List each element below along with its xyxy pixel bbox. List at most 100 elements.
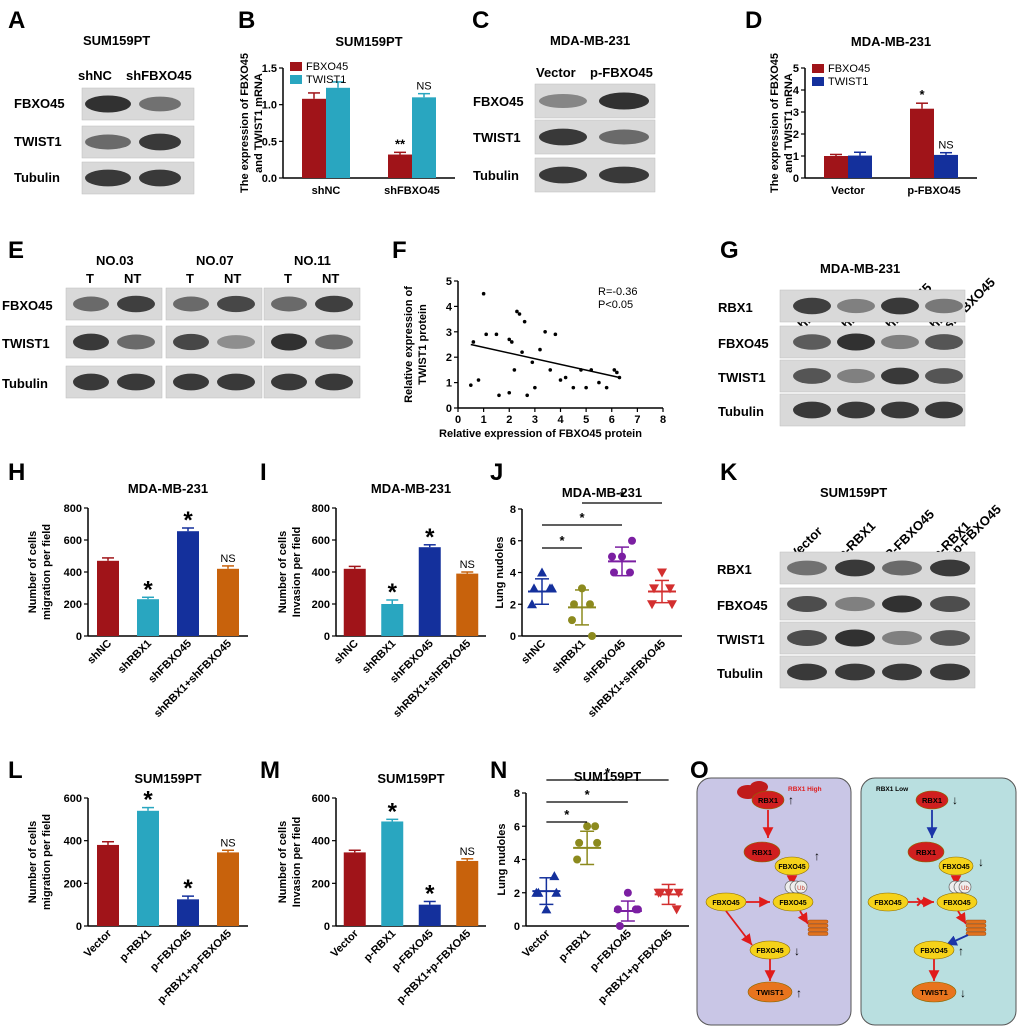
blot-band bbox=[787, 596, 827, 612]
chart-d-bar bbox=[934, 154, 958, 178]
chart-f-y-tick-label: 1 bbox=[446, 378, 452, 390]
chart-n-y-tick-label: 2 bbox=[514, 888, 520, 900]
chart-n-sig-star: * bbox=[605, 765, 611, 780]
chart-n-x-tick-label: p-RBX1+p-FBXO45 bbox=[596, 928, 675, 1007]
diagram-low-proteasome bbox=[965, 919, 987, 924]
chart-i-annotation: * bbox=[425, 524, 435, 551]
diagram-low-proteasome bbox=[965, 927, 987, 932]
chart-j-point bbox=[570, 600, 578, 609]
chart-h-annotation: * bbox=[183, 507, 193, 534]
chart-i-y-tick-label: 800 bbox=[312, 503, 330, 515]
diagram-high-proteasome bbox=[807, 927, 829, 932]
chart-m-x-tick-label: p-RBX1+p-FBXO45 bbox=[395, 928, 474, 1007]
chart-j-point bbox=[626, 568, 634, 577]
chart-b-y-tick-label: 0.0 bbox=[262, 173, 277, 185]
chart-i-bar bbox=[418, 547, 441, 636]
chart-l-annotation: * bbox=[143, 787, 153, 814]
chart-i-y-tick-label: 0 bbox=[324, 631, 330, 643]
blot-e-row-label: TWIST1 bbox=[2, 336, 50, 351]
diagram-low-ubiquitin bbox=[958, 880, 972, 894]
blot-e-lane-nt: NT bbox=[124, 271, 141, 286]
blot-c-lane-2: p-FBXO45 bbox=[590, 65, 653, 80]
blot-band bbox=[930, 630, 970, 646]
chart-f-x-tick-label: 0 bbox=[455, 414, 461, 426]
diagram-high-fbxo45-left-label: FBXO45 bbox=[712, 900, 739, 907]
panel-letter-c: C bbox=[472, 7, 489, 34]
diagram-high-fbxo45-complex-label: FBXO45 bbox=[778, 864, 805, 871]
blot-band bbox=[217, 373, 255, 391]
chart-i-y-tick-label: 200 bbox=[312, 599, 330, 611]
blot-band bbox=[271, 373, 307, 391]
blot-band bbox=[835, 663, 875, 681]
chart-j-point bbox=[545, 583, 555, 593]
diagram-low-fbxo45-complex bbox=[938, 856, 974, 876]
chart-l-x-tick-label: p-RBX1 bbox=[118, 928, 155, 965]
chart-d-legend-label: TWIST1 bbox=[828, 76, 868, 88]
chart-l-y-tick-label: 200 bbox=[64, 878, 82, 890]
blot-band bbox=[315, 373, 353, 391]
blot-band bbox=[882, 630, 922, 646]
chart-b-y-tick-label: 1.0 bbox=[262, 100, 277, 112]
panel-letter-d: D bbox=[745, 7, 762, 34]
chart-j-point bbox=[647, 600, 657, 610]
diagram-low-proteasome bbox=[965, 931, 987, 936]
chart-n-point bbox=[655, 888, 666, 898]
chart-b-bar bbox=[326, 87, 350, 178]
chart-j-x-tick-label: shRBX1 bbox=[550, 638, 588, 676]
diagram-low-down-arrow-1: ↓ bbox=[952, 793, 958, 807]
blot-band bbox=[925, 334, 963, 350]
chart-n-point bbox=[663, 888, 674, 898]
diagram-high-up-arrow-3: ↑ bbox=[796, 986, 802, 1000]
blot-band bbox=[837, 298, 875, 314]
diagram-low-down-arrow-2: ↓ bbox=[978, 855, 984, 869]
chart-n-point bbox=[549, 871, 560, 881]
blot-c-row-label: FBXO45 bbox=[473, 94, 524, 109]
chart-f-point bbox=[563, 375, 568, 380]
panel-letter-n: N bbox=[490, 757, 507, 784]
chart-l-y-label: Number of cells bbox=[27, 821, 39, 904]
chart-h-y-label: Number of cells bbox=[27, 531, 39, 614]
diagram-high-label: RBX1 High bbox=[788, 786, 822, 793]
chart-l-bar bbox=[177, 899, 199, 926]
chart-m-y-tick-label: 600 bbox=[312, 793, 330, 805]
chart-n-y-tick-label: 8 bbox=[514, 788, 520, 800]
chart-f-point bbox=[497, 393, 501, 398]
chart-j-sig-star: * bbox=[619, 488, 625, 503]
blot-e-lane-t: T bbox=[284, 271, 292, 286]
chart-h-x-tick-label: shRBX1 bbox=[116, 638, 154, 676]
chart-m-y-label: Invasion per field bbox=[291, 817, 303, 907]
chart-j-point bbox=[608, 552, 616, 561]
diagram-low-fbxo45-complex-label: FBXO45 bbox=[942, 864, 969, 871]
chart-m-bar bbox=[418, 904, 441, 926]
chart-n-y-tick-label: 6 bbox=[514, 821, 520, 833]
diagram-low-ubiquitin-text: Ub bbox=[961, 886, 969, 892]
chart-f-point bbox=[553, 332, 558, 337]
blot-c-lane-1: Vector bbox=[536, 65, 576, 80]
panel-letter-o: O bbox=[690, 757, 709, 784]
diagram-low-down-arrow-3: ↓ bbox=[960, 986, 966, 1000]
chart-j-point bbox=[527, 599, 537, 609]
chart-d-y-tick-label: 4 bbox=[793, 85, 800, 97]
blot-band bbox=[881, 334, 919, 350]
chart-l-y-tick-label: 600 bbox=[64, 793, 82, 805]
chart-f-stat-r: R=-0.36 bbox=[598, 286, 637, 298]
blot-band bbox=[835, 629, 875, 647]
chart-f-y-tick-label: 3 bbox=[446, 327, 452, 339]
chart-f-point bbox=[510, 340, 514, 344]
blot-e-row-label: Tubulin bbox=[2, 376, 48, 391]
chart-d-legend-label: FBXO45 bbox=[828, 63, 870, 75]
chart-h-title: MDA-MB-231 bbox=[128, 481, 208, 496]
chart-f-point bbox=[571, 385, 576, 390]
blot-e-group-3: NO.11 bbox=[294, 253, 331, 268]
blot-a-row-label: Tubulin bbox=[14, 170, 60, 185]
diagram-high-proteasome bbox=[807, 919, 829, 924]
blot-c-row-label: Tubulin bbox=[473, 168, 519, 183]
blot-band bbox=[882, 595, 922, 613]
blot-band bbox=[793, 368, 831, 384]
chart-h-y-tick-label: 400 bbox=[64, 567, 82, 579]
chart-f-point bbox=[507, 390, 512, 395]
blot-g-title: MDA-MB-231 bbox=[820, 261, 900, 276]
chart-j-sig-star: * bbox=[559, 533, 565, 548]
chart-b-bar bbox=[302, 98, 326, 178]
chart-j-point bbox=[588, 632, 596, 640]
